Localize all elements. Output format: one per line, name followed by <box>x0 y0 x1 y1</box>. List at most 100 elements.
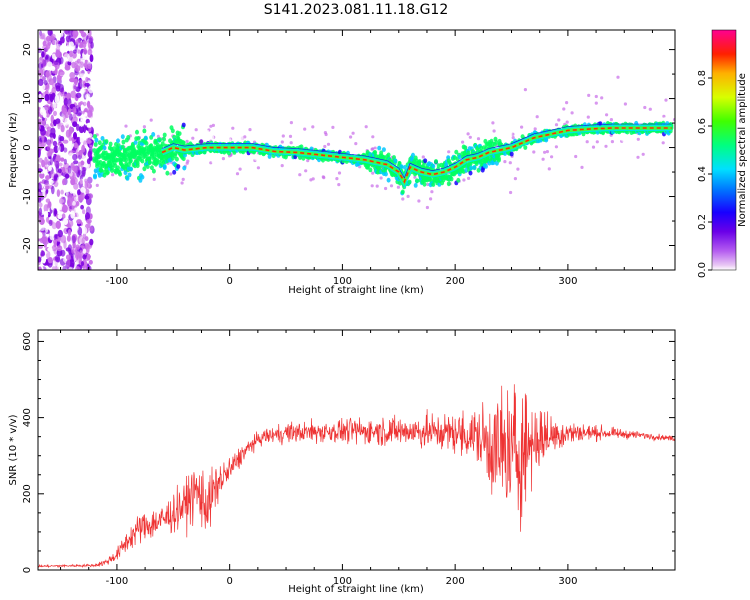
energy-dot <box>147 159 152 165</box>
noise-blob <box>86 253 91 261</box>
speckle <box>551 151 556 155</box>
energy-dot <box>177 131 182 137</box>
x-tick-label: 300 <box>558 576 577 587</box>
noise-blob <box>52 140 58 147</box>
speckle <box>194 128 198 132</box>
speckle <box>628 99 632 103</box>
speckle <box>338 145 343 149</box>
noise-blob <box>80 160 85 166</box>
speckle <box>270 184 274 188</box>
speckle <box>336 142 340 146</box>
speckle <box>248 128 252 132</box>
noise-blob <box>42 236 49 243</box>
noise-blob <box>72 177 78 185</box>
speckle <box>543 150 547 154</box>
energy-dot <box>454 149 459 155</box>
speckle <box>148 186 152 190</box>
speckle <box>298 173 302 177</box>
speckle <box>415 151 419 155</box>
speckle <box>401 197 405 201</box>
speckle <box>574 138 578 142</box>
energy-dot <box>456 177 461 183</box>
noise-blob <box>62 178 66 186</box>
speckle <box>565 101 569 105</box>
energy-dot <box>393 158 398 164</box>
energy-dot <box>415 178 419 184</box>
noise-blob <box>53 119 57 127</box>
speckle <box>448 219 452 223</box>
noise-blob <box>57 122 64 127</box>
noise-blob <box>84 180 89 190</box>
noise-blob <box>55 43 62 50</box>
speckle <box>658 111 662 115</box>
noise-blob <box>38 232 43 239</box>
noise-blob <box>81 166 86 175</box>
speckle <box>586 115 590 119</box>
speckle <box>515 127 519 131</box>
x-tick-label: 0 <box>226 576 232 587</box>
noise-blob <box>57 168 62 174</box>
noise-blob <box>63 97 69 106</box>
noise-blob <box>74 196 78 201</box>
noise-blob <box>80 191 85 201</box>
energy-dot <box>413 183 418 188</box>
speckle <box>375 184 379 188</box>
speckle <box>180 181 184 185</box>
noise-blob <box>86 219 92 224</box>
noise-blob <box>82 226 88 235</box>
energy-dot <box>128 158 133 164</box>
speckle <box>554 145 559 149</box>
speckle <box>289 121 293 125</box>
speckle <box>612 144 616 148</box>
noise-blob <box>67 197 73 206</box>
speckle <box>509 190 513 195</box>
noise-blob <box>60 157 65 162</box>
snr-series-line <box>38 384 675 569</box>
snr-panel: -100 0 100 200 300 0 200 400 600 Height of strai… <box>8 329 676 595</box>
speckle <box>557 118 561 122</box>
energy-dot <box>494 139 499 145</box>
energy-dot <box>93 142 98 147</box>
noise-blob <box>41 51 45 58</box>
speckle <box>609 118 614 122</box>
energy-dot <box>182 165 187 171</box>
speckle <box>594 94 598 99</box>
speckle <box>293 135 297 139</box>
speckle <box>258 109 262 113</box>
speckle <box>377 137 381 141</box>
speckle <box>371 147 375 151</box>
speckle <box>161 180 165 184</box>
speckle <box>322 176 326 180</box>
speckle <box>532 150 536 154</box>
y-tick-label: -20 <box>22 237 33 253</box>
speckle <box>486 173 490 177</box>
speckle <box>661 141 665 145</box>
noise-blob <box>53 197 60 204</box>
speckle <box>603 134 607 138</box>
speckle <box>662 117 667 121</box>
speckle <box>620 115 624 119</box>
speckle <box>491 121 495 125</box>
speckle <box>99 196 103 201</box>
x-tick-label: 0 <box>226 276 232 287</box>
speckle <box>438 153 443 157</box>
speckle <box>586 118 590 122</box>
noise-blob <box>45 226 49 233</box>
speckle <box>98 178 102 182</box>
noise-blob <box>38 124 41 131</box>
energy-dot <box>172 169 177 175</box>
energy-dot <box>381 147 386 153</box>
energy-dot <box>165 170 170 176</box>
speckle <box>280 140 284 144</box>
noise-blob <box>38 68 44 77</box>
speckle <box>574 154 578 159</box>
noise-blob <box>47 165 52 171</box>
colorbar-ticks: 0.0 0.2 0.4 0.6 0.8 <box>697 70 712 278</box>
noise-blob <box>39 172 45 179</box>
noise-blob <box>38 147 41 156</box>
energy-dot <box>431 182 436 187</box>
energy-dot <box>112 146 116 152</box>
speckle <box>585 140 589 144</box>
noise-blob <box>82 33 88 40</box>
energy-dot <box>399 164 404 170</box>
